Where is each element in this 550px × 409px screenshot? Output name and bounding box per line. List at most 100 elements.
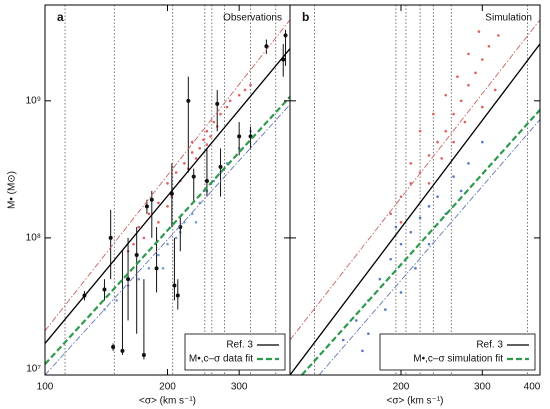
point [209,135,212,138]
point [452,112,455,116]
point [418,216,422,220]
point [157,253,160,257]
point [354,319,358,322]
point [399,291,403,294]
point [452,175,455,178]
point [477,30,481,33]
point [487,44,491,48]
data-point [144,204,149,209]
point [389,212,392,216]
point [115,299,118,302]
data-point [108,235,113,240]
point [440,157,443,160]
x-tick-label: 200 [393,382,410,393]
fit-line [45,48,290,344]
point [237,93,241,97]
point [219,112,222,116]
point [444,93,448,97]
data-point [218,164,223,169]
data-point [102,287,107,292]
point [497,34,500,37]
point [399,220,403,224]
point [367,332,370,336]
plot-area [290,5,540,375]
data-point [283,33,288,38]
point [202,138,205,142]
point [427,182,431,185]
point [414,267,417,270]
point [157,220,160,224]
data-point [126,277,131,282]
y-tick-label: 10⁷ [26,364,41,375]
point [394,225,398,229]
point [161,267,165,270]
legend-box [184,333,286,371]
fit-line [290,19,540,341]
point [384,308,387,311]
point [212,120,216,124]
point [459,189,463,193]
point [205,129,209,133]
point [456,75,459,78]
point [432,112,435,116]
point [183,220,186,224]
point [389,257,392,261]
point [137,277,141,281]
data-point [141,352,146,357]
point [409,162,413,165]
point [243,88,247,92]
data-point [120,348,125,353]
data-point [154,266,159,271]
data-point [149,197,154,202]
data-point [204,179,209,184]
point [399,242,403,246]
point [249,83,252,87]
point [427,242,431,246]
point [481,140,484,144]
point [157,201,160,205]
y-tick-label: 10⁸ [26,233,41,244]
point [436,140,439,144]
point [493,88,497,92]
point [225,105,229,109]
point [444,129,448,133]
fit-line [290,43,540,375]
fit-line [301,109,540,375]
point [205,143,209,146]
point [427,205,431,208]
legend-label: M•,c–σ simulation fit [413,354,503,365]
legend-box [379,333,536,371]
point [166,205,169,208]
point [174,236,178,240]
panel-title: Observations [223,13,282,24]
fit-line [45,96,290,365]
x-tick-label: 400 [524,382,541,393]
legend-label: Ref. 3 [476,340,503,351]
y-axis-title: M• (M⊙) [7,171,18,209]
legend-label: Ref. 3 [226,340,253,351]
panel-label: a [57,10,64,24]
point [418,129,422,133]
point [190,151,194,154]
point [481,58,484,61]
data-point [175,293,180,298]
point [166,182,169,185]
panel-frame [289,4,541,376]
fit-line [318,119,540,375]
plot-area [45,5,290,375]
data-point [215,101,220,106]
point [459,99,463,103]
panel-title: Simulation [485,13,532,24]
x-tick-label: 300 [474,382,491,393]
point [194,157,198,160]
point [463,120,467,124]
x-tick-label: 200 [159,382,176,393]
point [198,147,202,150]
point [467,162,470,165]
data-point [178,225,183,230]
point [228,99,232,103]
data-point [237,134,242,139]
data-point [172,283,177,288]
panel-label: b [302,10,309,24]
